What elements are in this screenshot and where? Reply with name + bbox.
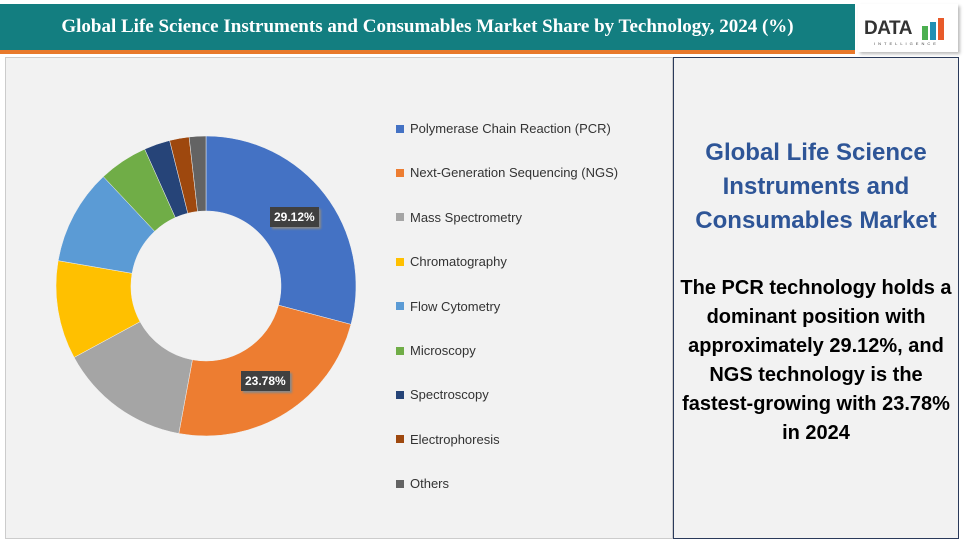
donut-chart: [55, 135, 357, 437]
legend-swatch: [396, 124, 404, 133]
legend-swatch: [396, 346, 404, 355]
datam-intelligence-logo: DATA INTELLIGENCE: [858, 4, 958, 52]
summary-panel: Global Life Science Instruments and Cons…: [673, 57, 959, 539]
legend-label: Flow Cytometry: [410, 298, 501, 314]
legend-swatch: [396, 168, 404, 177]
slice-next-generation-sequencing-ngs: [178, 304, 352, 437]
data-label-ngs: 23.78%: [241, 371, 290, 391]
legend-swatch: [396, 435, 404, 444]
legend-label: Spectroscopy: [410, 387, 489, 403]
legend-item: Flow Cytometry: [396, 299, 500, 314]
legend-label: Microscopy: [410, 343, 476, 358]
summary-title: Global Life Science Instruments and Cons…: [695, 139, 937, 234]
chart-panel: Polymerase Chain Reaction (PCR) Next-Gene…: [5, 57, 673, 539]
page-title: Global Life Science Instruments and Cons…: [61, 16, 794, 37]
legend-label: Mass Spectrometry: [410, 209, 522, 225]
legend-swatch: [396, 213, 404, 222]
slice-polymerase-chain-reaction-pcr: [205, 135, 357, 325]
legend-label: Polymerase Chain Reaction (PCR): [410, 121, 611, 136]
legend-item: Spectroscopy: [396, 387, 489, 402]
legend-swatch: [396, 390, 404, 399]
legend-item: Microscopy: [396, 343, 476, 358]
legend-item: Chromatography: [396, 254, 507, 269]
legend-item: Mass Spectrometry: [396, 210, 522, 225]
data-label-pcr: 29.12%: [270, 207, 319, 227]
logo-text: DATA: [864, 18, 912, 39]
legend-swatch: [396, 302, 404, 311]
legend-label: Electrophoresis: [410, 431, 500, 447]
legend-label: Chromatography: [410, 254, 507, 270]
summary-text: The PCR technology holds a dominant posi…: [680, 277, 952, 444]
logo-subtext: INTELLIGENCE: [874, 41, 939, 46]
legend-label: Others: [410, 476, 450, 492]
slice-others: [188, 135, 207, 212]
legend-swatch: [396, 479, 404, 488]
legend-swatch: [396, 257, 404, 266]
legend-item: Polymerase Chain Reaction (PCR): [396, 121, 611, 136]
legend-item: Others: [396, 476, 449, 491]
header-bar: Global Life Science Instruments and Cons…: [0, 4, 855, 54]
legend-label: Next-Generation Sequencing (NGS): [410, 165, 619, 181]
legend-item: Next-Generation Sequencing (NGS): [396, 165, 618, 180]
legend-item: Electrophoresis: [396, 432, 500, 447]
